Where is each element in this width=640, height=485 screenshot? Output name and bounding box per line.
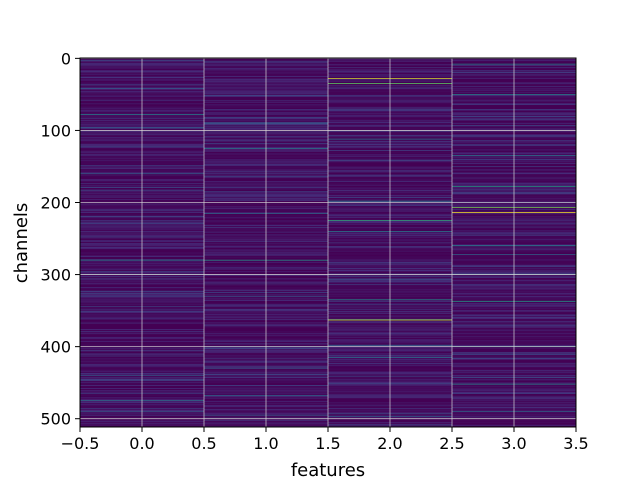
x-tick-label: −0.5	[61, 434, 100, 453]
x-tick-label: 3.0	[501, 434, 526, 453]
y-tick-label: 0	[61, 49, 71, 68]
y-axis: 0 100 200 300 400 500	[40, 49, 80, 429]
x-tick-label: 1.0	[253, 434, 278, 453]
y-tick-label: 400	[40, 338, 71, 357]
x-tick-label: 0.5	[191, 434, 216, 453]
x-tick-label: 0.0	[129, 434, 154, 453]
x-tick-label: 1.5	[315, 434, 340, 453]
y-axis-title: channels	[11, 203, 32, 284]
x-tick-label: 3.5	[563, 434, 588, 453]
y-tick-label: 200	[40, 194, 71, 213]
x-axis: −0.5 0.0 0.5 1.0 1.5 2.0 2.5 3.0 3.5	[61, 427, 589, 453]
y-tick-label: 500	[40, 410, 71, 429]
x-axis-title: features	[291, 460, 365, 480]
y-tick-label: 300	[40, 266, 71, 285]
x-tick-label: 2.5	[439, 434, 464, 453]
x-tick-label: 2.0	[377, 434, 402, 453]
y-tick-label: 100	[40, 121, 71, 140]
